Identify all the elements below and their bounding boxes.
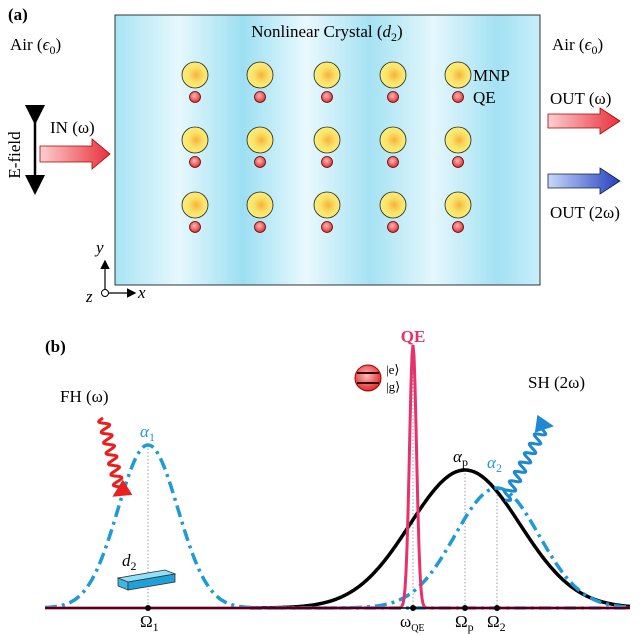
mnp xyxy=(182,192,208,218)
out-arrow xyxy=(548,168,620,194)
freq-label: Ω1 xyxy=(140,612,159,634)
text: 2 xyxy=(500,620,506,634)
text: Ω xyxy=(487,612,500,631)
qe xyxy=(453,222,464,233)
sh-label: SH (2ω) xyxy=(528,373,585,392)
sh-wave xyxy=(504,425,545,501)
ket-label: |e⟩ xyxy=(386,362,399,377)
text: ) xyxy=(597,35,603,54)
d2-label: d2 xyxy=(122,551,137,573)
text: Nonlinear Crystal ( xyxy=(251,22,383,41)
text: 2 xyxy=(131,559,137,573)
text: ) xyxy=(55,35,61,54)
qe xyxy=(388,157,399,168)
mnp xyxy=(314,62,340,88)
text: ) xyxy=(397,22,403,41)
air-label: Air (ϵ0) xyxy=(10,35,61,57)
input-arrow xyxy=(40,139,110,169)
axis xyxy=(102,290,109,297)
qe xyxy=(190,157,201,168)
text: p xyxy=(468,620,474,634)
mnp xyxy=(314,127,340,153)
mnp-label: MNP xyxy=(473,66,510,85)
qe xyxy=(322,92,333,103)
ket-label: |g⟩ xyxy=(386,379,400,394)
qe xyxy=(388,222,399,233)
mnp xyxy=(247,192,273,218)
input-label: IN (ω) xyxy=(50,118,95,137)
mnp xyxy=(445,127,471,153)
text: Air ( xyxy=(552,35,585,54)
mnp xyxy=(247,62,273,88)
panel-label: (a) xyxy=(8,5,28,24)
figure: (a) Nonlinear Crystal (d2) Air (ϵ0) Air … xyxy=(0,0,642,635)
text: p xyxy=(462,455,468,469)
efield-label: E-field xyxy=(5,131,24,179)
text: ω xyxy=(400,612,411,631)
mnp xyxy=(380,192,406,218)
text: Ω xyxy=(455,612,468,631)
text: Ω xyxy=(140,612,153,631)
axis-label: y xyxy=(94,238,104,257)
qe xyxy=(453,157,464,168)
freq-label: ωQE xyxy=(400,612,425,634)
mnp xyxy=(247,127,273,153)
fh-label: FH (ω) xyxy=(60,387,109,406)
mnp xyxy=(380,127,406,153)
air-label: Air (ϵ0) xyxy=(552,35,603,57)
alpha-label: α1 xyxy=(140,422,155,444)
out-label: OUT (2ω) xyxy=(550,203,620,222)
text: QE xyxy=(411,623,424,634)
qe xyxy=(322,157,333,168)
qe xyxy=(255,157,266,168)
mnp xyxy=(445,192,471,218)
d2-crystal xyxy=(118,570,175,590)
crystal-label: Nonlinear Crystal (d2) xyxy=(251,22,402,44)
mnp xyxy=(182,127,208,153)
qe xyxy=(190,92,201,103)
qe-label: QE xyxy=(473,88,496,107)
fh-wave xyxy=(99,418,125,492)
alphap-curve xyxy=(250,470,630,608)
qe-icon xyxy=(355,365,381,391)
qe xyxy=(255,222,266,233)
qe xyxy=(190,222,201,233)
qe xyxy=(322,222,333,233)
mnp xyxy=(182,62,208,88)
freq-label: Ω2 xyxy=(487,612,506,634)
text: 1 xyxy=(153,620,159,634)
qe xyxy=(255,92,266,103)
out-arrow xyxy=(548,108,620,134)
text: 1 xyxy=(149,430,155,444)
qe xyxy=(388,92,399,103)
axis-label: z xyxy=(85,287,93,306)
axis-label: x xyxy=(137,283,146,302)
alpha-label: αp xyxy=(453,447,468,469)
mnp xyxy=(380,62,406,88)
panel-label: (b) xyxy=(45,337,66,356)
qe xyxy=(453,92,464,103)
alpha-label: α2 xyxy=(487,453,502,475)
freq-label: Ωp xyxy=(455,612,474,634)
out-label: OUT (ω) xyxy=(550,89,611,108)
mnp xyxy=(314,192,340,218)
text: Air ( xyxy=(10,35,43,54)
text: 2 xyxy=(496,461,502,475)
qe-label: QE xyxy=(401,327,426,346)
mnp xyxy=(445,62,471,88)
